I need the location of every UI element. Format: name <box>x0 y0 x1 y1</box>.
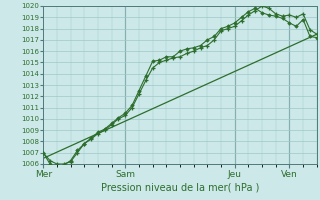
X-axis label: Pression niveau de la mer( hPa ): Pression niveau de la mer( hPa ) <box>101 183 259 193</box>
